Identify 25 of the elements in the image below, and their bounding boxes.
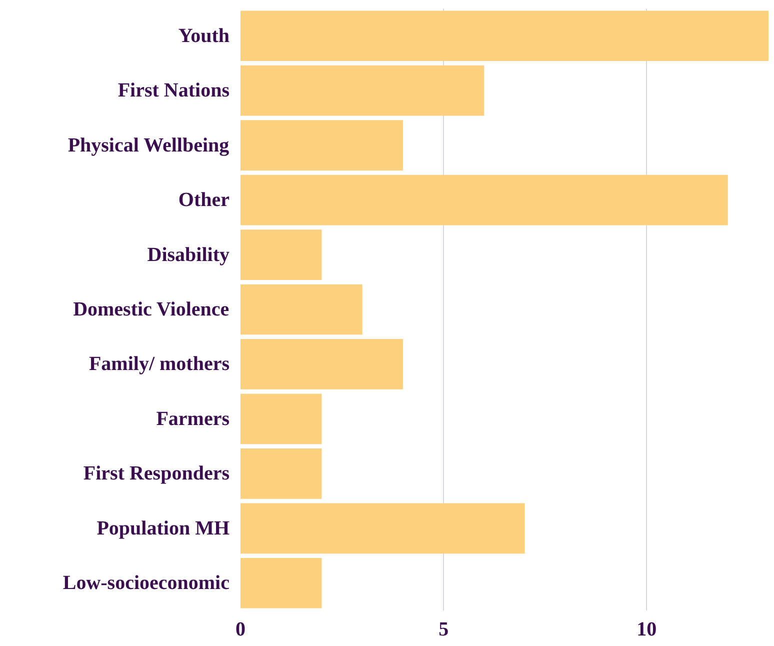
bar (240, 10, 768, 62)
bar (240, 120, 403, 170)
x-tick-label: 10 (636, 618, 657, 640)
bar (240, 558, 322, 608)
x-tick-label: 0 (236, 618, 246, 640)
y-tick-label: First Nations (118, 80, 230, 102)
y-tick-label: Youth (178, 24, 230, 47)
bar (240, 448, 322, 499)
bar (240, 65, 484, 116)
y-tick-label: Farmers (156, 408, 230, 430)
y-tick-label: Disability (147, 244, 230, 266)
bar (240, 174, 728, 226)
y-tick-label: Low-socioeconomic (62, 572, 230, 594)
bar (240, 394, 322, 444)
bar (240, 284, 362, 335)
y-tick-label: Population MH (96, 517, 230, 540)
y-tick-label: Other (178, 189, 230, 212)
x-tick-label: 5 (438, 618, 449, 640)
y-tick-label: Physical Wellbeing (68, 134, 230, 156)
bar (240, 339, 403, 390)
bar (240, 503, 525, 554)
y-tick-label: First Responders (83, 462, 230, 485)
y-tick-label: Domestic Violence (73, 298, 230, 320)
y-tick-label: Family/ mothers (88, 353, 230, 376)
bar (240, 230, 322, 280)
